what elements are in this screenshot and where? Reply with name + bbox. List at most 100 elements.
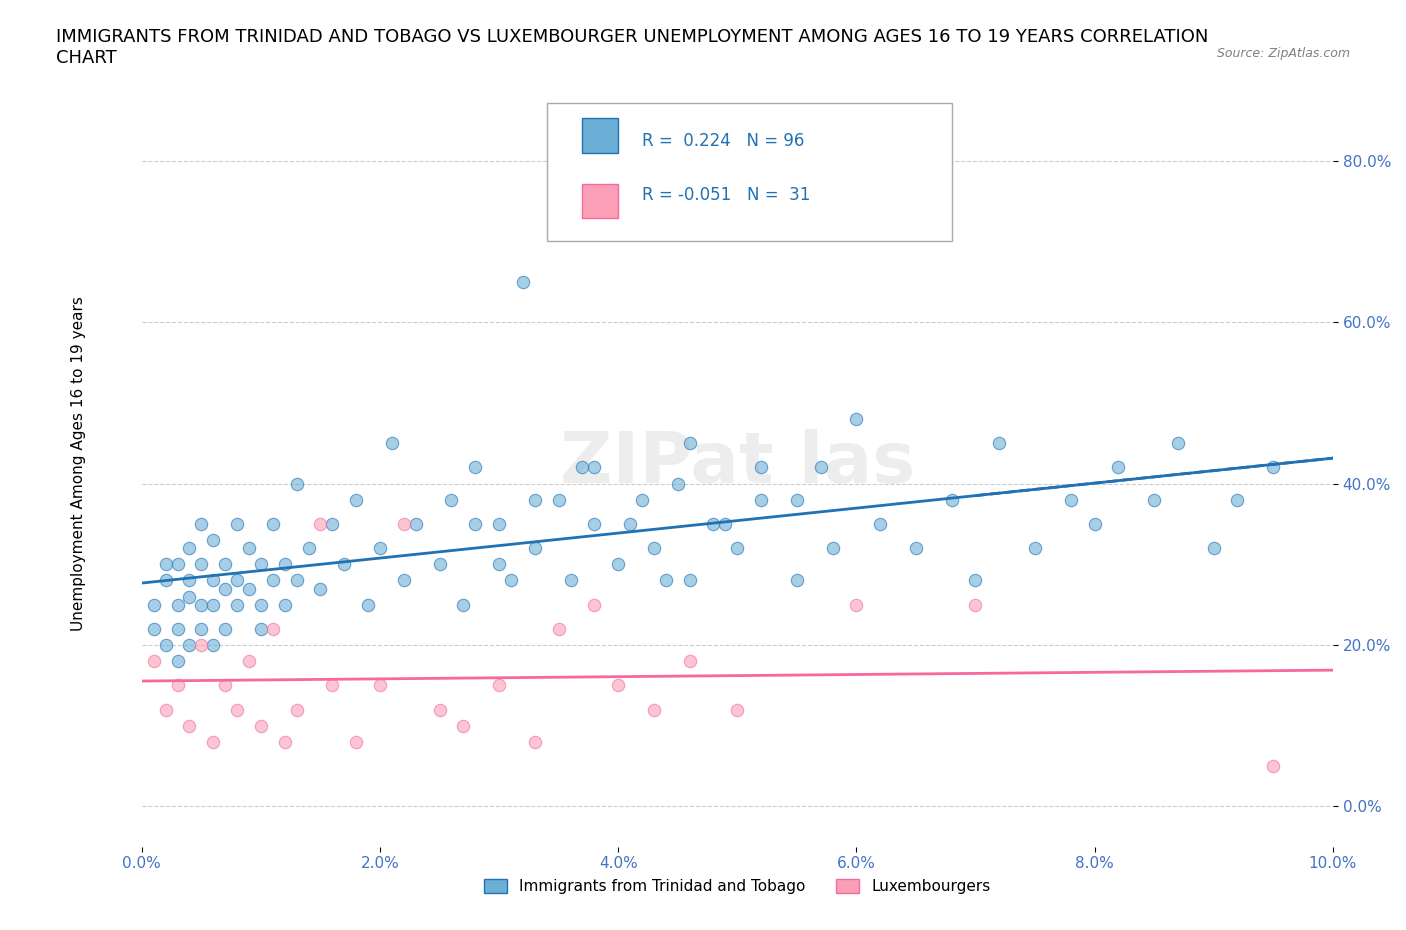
- Point: [1202, 540, 1225, 555]
- Point: [405, 516, 427, 531]
- Point: [226, 702, 249, 717]
- Point: [1024, 540, 1046, 555]
- Point: [941, 492, 963, 507]
- Point: [464, 516, 486, 531]
- Point: [273, 597, 295, 612]
- Point: [523, 735, 546, 750]
- Text: Source: ZipAtlas.com: Source: ZipAtlas.com: [1216, 46, 1350, 60]
- Point: [344, 492, 367, 507]
- Point: [607, 678, 630, 693]
- FancyBboxPatch shape: [547, 103, 952, 241]
- Point: [155, 702, 177, 717]
- Point: [190, 557, 212, 572]
- Point: [142, 654, 165, 669]
- Point: [392, 573, 415, 588]
- Point: [679, 654, 702, 669]
- Point: [1107, 460, 1129, 475]
- Point: [488, 557, 510, 572]
- Point: [607, 557, 630, 572]
- Point: [965, 573, 987, 588]
- Text: R = -0.051   N =  31: R = -0.051 N = 31: [643, 186, 810, 204]
- Legend: Immigrants from Trinidad and Tobago, Luxembourgers: Immigrants from Trinidad and Tobago, Lux…: [478, 873, 997, 900]
- Point: [643, 702, 665, 717]
- Point: [725, 702, 748, 717]
- Text: IMMIGRANTS FROM TRINIDAD AND TOBAGO VS LUXEMBOURGER UNEMPLOYMENT AMONG AGES 16 T: IMMIGRANTS FROM TRINIDAD AND TOBAGO VS L…: [56, 28, 1209, 67]
- Point: [202, 597, 225, 612]
- Point: [202, 638, 225, 653]
- Point: [523, 492, 546, 507]
- Point: [821, 540, 844, 555]
- Point: [714, 516, 737, 531]
- Point: [179, 589, 201, 604]
- Point: [429, 557, 451, 572]
- Point: [702, 516, 724, 531]
- Point: [142, 597, 165, 612]
- Point: [250, 718, 273, 733]
- Point: [1060, 492, 1083, 507]
- Point: [166, 621, 188, 636]
- Point: [226, 597, 249, 612]
- Point: [368, 678, 391, 693]
- Point: [679, 436, 702, 451]
- Point: [190, 638, 212, 653]
- Point: [166, 557, 188, 572]
- Point: [512, 274, 534, 289]
- Point: [226, 573, 249, 588]
- Point: [321, 516, 343, 531]
- Point: [488, 678, 510, 693]
- Point: [749, 460, 772, 475]
- Point: [965, 597, 987, 612]
- Point: [250, 557, 273, 572]
- Point: [273, 557, 295, 572]
- Point: [238, 581, 260, 596]
- Point: [1263, 460, 1285, 475]
- Point: [368, 540, 391, 555]
- Point: [583, 516, 606, 531]
- Point: [429, 702, 451, 717]
- Point: [464, 460, 486, 475]
- Point: [499, 573, 522, 588]
- Point: [749, 492, 772, 507]
- Point: [321, 678, 343, 693]
- Point: [155, 573, 177, 588]
- Text: R =  0.224   N = 96: R = 0.224 N = 96: [643, 132, 804, 151]
- Text: ZIPat las: ZIPat las: [560, 429, 915, 498]
- Point: [488, 516, 510, 531]
- Point: [166, 597, 188, 612]
- Point: [155, 557, 177, 572]
- Point: [202, 533, 225, 548]
- Point: [725, 540, 748, 555]
- Point: [1143, 492, 1166, 507]
- Point: [845, 597, 868, 612]
- Point: [344, 735, 367, 750]
- Point: [357, 597, 380, 612]
- Point: [179, 718, 201, 733]
- Point: [547, 621, 569, 636]
- Point: [202, 573, 225, 588]
- Point: [214, 678, 236, 693]
- Point: [453, 597, 475, 612]
- Point: [333, 557, 356, 572]
- Bar: [582, 183, 619, 219]
- Point: [250, 621, 273, 636]
- Point: [571, 460, 593, 475]
- Point: [262, 621, 284, 636]
- Point: [631, 492, 654, 507]
- Point: [166, 678, 188, 693]
- Point: [810, 460, 832, 475]
- Point: [285, 573, 308, 588]
- Point: [214, 581, 236, 596]
- Point: [238, 540, 260, 555]
- Point: [309, 581, 332, 596]
- Point: [440, 492, 463, 507]
- Point: [547, 492, 569, 507]
- Point: [142, 621, 165, 636]
- Point: [869, 516, 891, 531]
- Point: [238, 654, 260, 669]
- Point: [655, 573, 678, 588]
- Point: [250, 597, 273, 612]
- Point: [202, 735, 225, 750]
- Point: [179, 540, 201, 555]
- Y-axis label: Unemployment Among Ages 16 to 19 years: Unemployment Among Ages 16 to 19 years: [72, 296, 86, 631]
- Point: [166, 654, 188, 669]
